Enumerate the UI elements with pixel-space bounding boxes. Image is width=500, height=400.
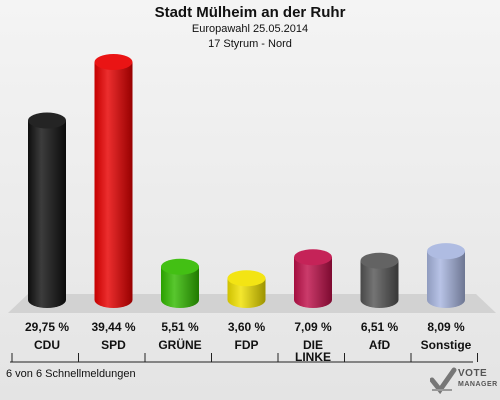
bar-body	[360, 260, 399, 308]
bar-cdu	[28, 112, 66, 308]
value-label: 3,60 %	[228, 320, 266, 334]
chart-subtitle-district: 17 Styrum - Nord	[208, 38, 292, 50]
bars-layer	[28, 54, 465, 308]
bar-body	[161, 266, 199, 308]
bar-sonstige	[427, 243, 465, 308]
value-label: 29,75 %	[25, 320, 69, 334]
bar-afd	[360, 252, 399, 308]
bar-top	[161, 258, 199, 275]
category-label: DIE	[303, 338, 323, 352]
chart-subtitle-election: Europawahl 25.05.2014	[191, 23, 309, 35]
value-label: 5,51 %	[161, 320, 199, 334]
bar-fdp	[227, 270, 266, 308]
category-label: Sonstige	[421, 338, 472, 352]
bar-die-linke	[294, 249, 332, 308]
vote-manager-logo	[430, 367, 457, 395]
bar-top	[94, 54, 133, 70]
bar-top	[360, 252, 399, 269]
chart-title: Stadt Mülheim an der Ruhr	[154, 4, 346, 21]
category-label: LINKE	[295, 350, 331, 364]
category-label: FDP	[235, 338, 259, 352]
checkmark-icon	[430, 367, 457, 395]
bar-top	[227, 270, 266, 287]
category-label: SPD	[101, 338, 126, 352]
status-text: 6 von 6 Schnellmeldungen	[6, 368, 136, 380]
bar-spd	[94, 54, 133, 308]
value-label: 7,09 %	[294, 320, 332, 334]
bar-top	[427, 243, 465, 260]
bar-gr-ne	[161, 258, 199, 308]
value-label: 39,44 %	[91, 320, 135, 334]
bar-top	[294, 249, 332, 266]
bar-body	[294, 257, 332, 308]
bar-body	[227, 278, 266, 308]
bar-top	[28, 112, 66, 129]
category-label: AfD	[369, 338, 391, 352]
value-label: 6,51 %	[361, 320, 399, 334]
bar-body	[28, 120, 66, 308]
labels-layer: 29,75 % CDU 39,44 % SPD 5,51 % GRÜNE 3,60 % FDP…	[25, 320, 472, 364]
category-label: CDU	[34, 338, 60, 352]
logo-wordmark-manager: MANAGER	[458, 381, 498, 388]
value-label: 8,09 %	[427, 320, 465, 334]
logo-wordmark-vote: VOTE	[458, 368, 488, 379]
bar-body	[427, 251, 465, 308]
category-axis	[10, 353, 478, 363]
bar-body	[94, 62, 133, 308]
category-label: GRÜNE	[158, 337, 201, 352]
